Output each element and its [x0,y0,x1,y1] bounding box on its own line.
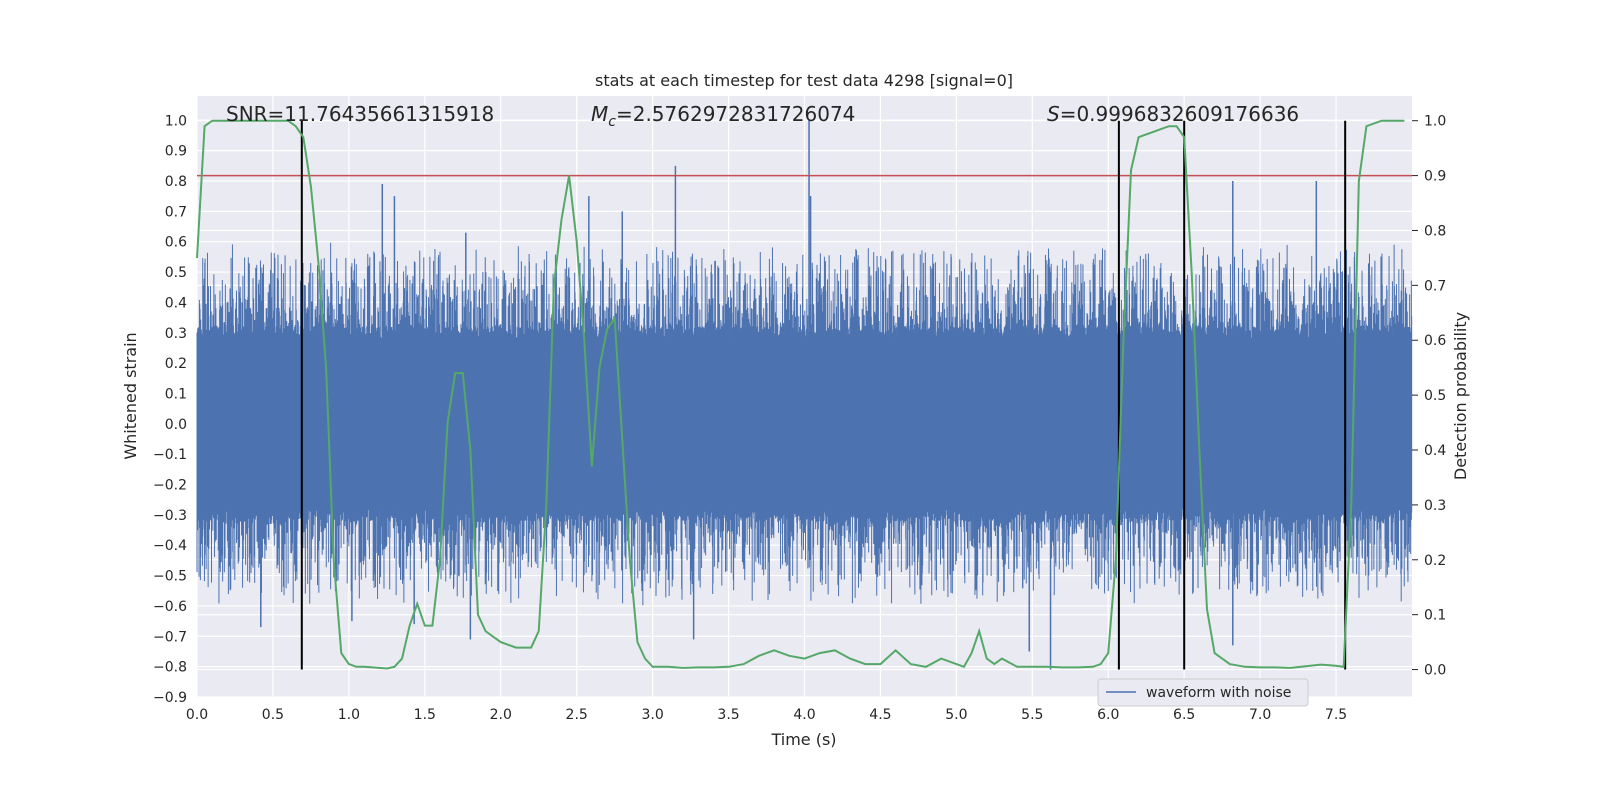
probability-series [196,119,1405,670]
y2-tick-label: 0.1 [1424,608,1446,624]
y-tick-label: −0.1 [153,447,187,463]
x-tick-label: 0.5 [262,707,284,723]
x-tick-label: 7.0 [1249,707,1271,723]
overlay-lines [197,120,1412,670]
y-tick-label: 0.9 [165,144,187,160]
waveform-noise [196,242,1413,606]
y2-tick-label: 0.8 [1424,223,1446,239]
x-axis-ticks: 0.0 0.5 1.0 1.5 2.0 2.5 3.0 3.5 4.0 4.5 5.0 5.5 6.0 6… [186,707,1347,723]
y-tick-label: 0.5 [165,265,187,281]
y-tick-label: −0.3 [153,508,187,524]
y-tick-label: 0.8 [165,174,187,190]
y-tick-label: −0.8 [153,660,187,676]
statistic-symbol: S [1047,102,1060,126]
x-tick-label: 5.5 [1021,707,1043,723]
y-tick-label: 0.1 [165,386,187,402]
x-tick-label: 7.5 [1325,707,1347,723]
y2-tick-label: 0.6 [1424,333,1446,349]
y2-tick-label: 0.4 [1424,443,1446,459]
y-tick-label: −0.4 [153,538,187,554]
y2-tick-label: 0.2 [1424,553,1446,569]
y2-axis-label: Detection probability [1451,312,1470,480]
y2-axis-ticks: 1.0 0.9 0.8 0.7 0.6 0.5 0.4 0.3 0.2 0.1 0.0 [1412,114,1446,679]
chirp-mass-value: =2.5762972831726074 [616,102,855,126]
y-tick-label: 0.3 [165,326,187,342]
x-tick-label: 2.5 [566,707,588,723]
y-tick-label: −0.2 [153,478,187,494]
y2-tick-label: 0.0 [1424,663,1446,679]
x-tick-label: 6.0 [1097,707,1119,723]
x-tick-label: 4.5 [869,707,891,723]
legend-box [1097,678,1309,707]
x-tick-label: 3.0 [641,707,663,723]
y-tick-label: 0.4 [165,295,187,311]
x-tick-label: 2.0 [490,707,512,723]
y-tick-label: 0.0 [165,417,187,433]
y-tick-label: 0.7 [165,204,187,220]
y2-tick-label: 0.7 [1424,278,1446,294]
y-tick-label: 0.6 [165,235,187,251]
probability-line [196,119,1405,670]
y2-tick-label: 1.0 [1424,114,1446,130]
x-tick-label: 1.5 [414,707,436,723]
y-axis-label: Whitened strain [121,332,140,459]
y2-tick-label: 0.5 [1424,388,1446,404]
y-tick-label: 1.0 [165,113,187,129]
x-tick-label: 3.5 [717,707,739,723]
chart-title: stats at each timestep for test data 429… [595,71,1013,90]
x-tick-label: 4.0 [793,707,815,723]
chirp-mass-subscript: c [608,114,616,130]
y-tick-label: −0.7 [153,629,187,645]
y-tick-label: −0.9 [153,690,187,706]
x-axis-label: Time (s) [770,730,836,749]
y-tick-label: −0.5 [153,569,187,585]
snr-annotation: SNR=11.76435661315918 [226,102,494,126]
y-axis-ticks: 1.0 0.9 0.8 0.7 0.6 0.5 0.4 0.3 0.2 0.1 0.0 −0.1 −0.… [153,113,187,706]
chirp-mass-annotation: Mc=2.5762972831726074 [591,102,855,130]
chirp-mass-symbol: M [591,102,608,126]
y-tick-label: −0.6 [153,599,187,615]
y2-tick-label: 0.9 [1424,169,1446,185]
x-tick-label: 1.0 [338,707,360,723]
x-tick-label: 5.0 [945,707,967,723]
statistic-value: =0.9996832609176636 [1060,102,1299,126]
x-tick-label: 0.0 [186,707,208,723]
y2-tick-label: 0.3 [1424,498,1446,514]
statistic-annotation: S=0.9996832609176636 [1047,102,1299,126]
y-tick-label: 0.2 [165,356,187,372]
legend-label-waveform: waveform with noise [1146,685,1291,701]
x-tick-label: 6.5 [1173,707,1195,723]
legend: waveform with noise [1097,678,1309,707]
